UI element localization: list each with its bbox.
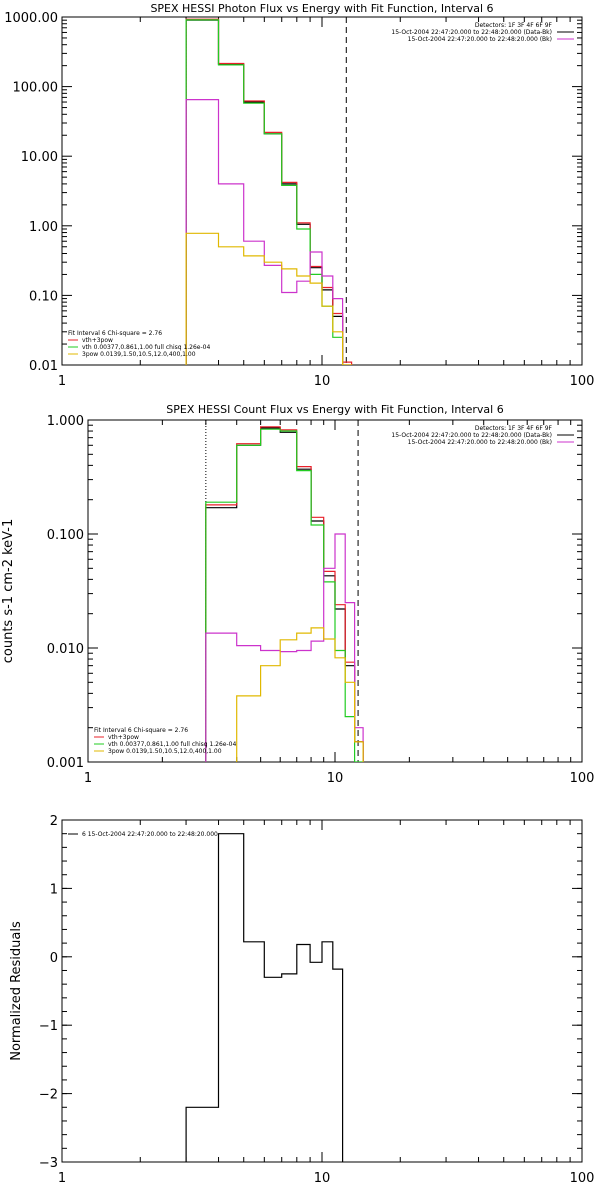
chart-title: SPEX HESSI Photon Flux vs Energy with Fi… [150, 2, 493, 15]
legend-left-entry: 3pow 0.0139,1.50,10.5,12.0,400,1.00 [82, 351, 196, 358]
y-tick-label: 1.000 [47, 414, 84, 429]
x-tick-label: 1 [58, 1171, 66, 1186]
y-tick-label: 1 [50, 882, 58, 897]
legend-left-entry: 3pow 0.0139,1.50,10.5,12.0,400,1.00 [108, 748, 222, 755]
chart-panel-3: Normalized Residuals 1 10 100 −3 −2 −1 0 1 2 6 15-… [9, 814, 594, 1186]
chart-panel-1: SPEX HESSI Photon Flux vs Energy with Fi… [4, 2, 595, 389]
chart-panel-2: SPEX HESSI Count Flux vs Energy with Fit… [1, 403, 594, 786]
y-tick-label: 0.10 [29, 289, 58, 304]
series-red-line [185, 18, 353, 365]
series-red-line [205, 426, 364, 762]
legend-right-entry: 15-Oct-2004 22:47:20.000 to 22:48:20.000… [391, 432, 552, 439]
plot-frame [61, 16, 583, 366]
series-magenta-line [205, 533, 364, 762]
series-green-line [185, 19, 344, 365]
y-tick-label: 100.00 [13, 81, 59, 96]
y-tick-label: −1 [39, 1019, 58, 1034]
legend-left-entry: Fit Interval 6 Chi-square = 2.76 [94, 727, 188, 734]
series-black-line [185, 19, 353, 365]
series-group [185, 833, 344, 1162]
y-tick-label: 0.01 [29, 359, 58, 374]
legend-right-entry: 15-Oct-2004 22:47:20.000 to 22:48:20.000… [391, 29, 552, 36]
y-tick-label: −3 [39, 1156, 58, 1171]
y-tick-label: 0 [50, 951, 58, 966]
series-black-line [205, 427, 364, 762]
legend-left-entry: Fit Interval 6 Chi-square = 2.76 [68, 330, 162, 337]
legend-left-entry: vth 0.00377,0.861,1.00 full chisq 1.26e-… [108, 741, 236, 748]
legend-right-entry: Detectors: 1F 3F 4F 6F 9F [475, 425, 553, 432]
x-tick-label: 1 [84, 771, 92, 786]
x-tick-label: 100 [570, 1171, 595, 1186]
y-tick-label: −2 [39, 1088, 58, 1103]
x-tick-label: 1 [58, 374, 66, 389]
y-axis-label: counts s-1 cm-2 keV-1 [1, 519, 16, 664]
series-yellow-line [236, 627, 364, 762]
legend-left-entry: vth+3pow [82, 337, 113, 344]
y-axis-label: Normalized Residuals [9, 921, 24, 1061]
plot-frame [61, 819, 583, 1163]
x-tick-label: 10 [314, 374, 331, 389]
legend-right-entry: 15-Oct-2004 22:47:20.000 to 22:48:20.000… [408, 439, 552, 446]
y-tick-label: 10.00 [21, 150, 58, 165]
series-yellow-line [185, 232, 353, 365]
x-tick-label: 100 [570, 771, 595, 786]
y-tick-label: 1.00 [29, 220, 58, 235]
series-black-line [185, 833, 344, 1162]
legend-left-entry: 6 15-Oct-2004 22:47:20.000 to 22:48:20.0… [82, 831, 218, 838]
x-tick-label: 100 [570, 374, 595, 389]
legend-left-entry: vth+3pow [108, 734, 139, 741]
series-magenta-line [185, 99, 344, 365]
legend-right-entry: Detectors: 1F 3F 4F 6F 9F [475, 22, 553, 29]
series-group [205, 426, 364, 762]
chart-title: SPEX HESSI Count Flux vs Energy with Fit… [166, 403, 503, 416]
y-tick-label: 1000.00 [4, 11, 58, 26]
legend-left-entry: vth 0.00377,0.861,1.00 full chisq 1.26e-… [82, 344, 210, 351]
x-tick-label: 10 [327, 771, 344, 786]
y-tick-label: 2 [50, 814, 58, 829]
series-green-line [205, 428, 364, 762]
series-group [185, 18, 353, 365]
y-tick-label: 0.001 [47, 756, 84, 771]
y-tick-label: 0.100 [47, 528, 84, 543]
legend-right-entry: 15-Oct-2004 22:47:20.000 to 22:48:20.000… [408, 36, 552, 43]
y-tick-label: 0.010 [47, 642, 84, 657]
x-tick-label: 10 [314, 1171, 331, 1186]
